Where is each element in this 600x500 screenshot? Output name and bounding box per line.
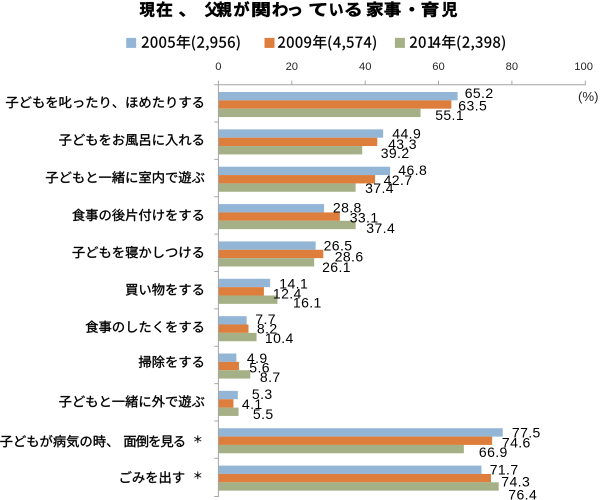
svg-text:46.8: 46.8 xyxy=(398,162,427,178)
svg-text:4.9: 4.9 xyxy=(247,350,268,366)
svg-text:20: 20 xyxy=(286,61,298,73)
svg-text:60: 60 xyxy=(432,61,444,73)
svg-text:74.6: 74.6 xyxy=(502,434,531,450)
svg-text:10.4: 10.4 xyxy=(265,330,294,346)
svg-text:26.1: 26.1 xyxy=(322,259,351,275)
svg-text:(%): (%) xyxy=(578,89,599,104)
svg-text:44.9: 44.9 xyxy=(392,126,421,142)
svg-text:65.2: 65.2 xyxy=(465,85,494,101)
svg-text:5.3: 5.3 xyxy=(252,386,273,402)
svg-text:33.1: 33.1 xyxy=(350,209,379,225)
svg-text:8.7: 8.7 xyxy=(260,369,281,385)
svg-text:66.9: 66.9 xyxy=(479,444,508,460)
svg-text:71.7: 71.7 xyxy=(490,461,519,477)
svg-text:16.1: 16.1 xyxy=(293,295,322,311)
svg-text:12.4: 12.4 xyxy=(273,285,302,301)
svg-text:55.1: 55.1 xyxy=(435,107,464,123)
svg-text:26.5: 26.5 xyxy=(324,237,353,253)
svg-text:28.8: 28.8 xyxy=(333,199,362,215)
svg-text:0: 0 xyxy=(215,61,221,73)
svg-text:4.1: 4.1 xyxy=(242,396,263,412)
svg-text:28.6: 28.6 xyxy=(335,248,364,264)
svg-text:43.3: 43.3 xyxy=(388,136,417,152)
svg-text:100: 100 xyxy=(574,61,593,73)
svg-text:76.4: 76.4 xyxy=(508,486,537,500)
svg-text:39.2: 39.2 xyxy=(381,145,410,161)
svg-text:37.4: 37.4 xyxy=(365,180,394,196)
svg-text:74.3: 74.3 xyxy=(501,474,530,490)
svg-text:42.7: 42.7 xyxy=(384,172,413,188)
svg-text:40: 40 xyxy=(359,61,371,73)
svg-text:7.7: 7.7 xyxy=(255,311,276,327)
svg-text:37.4: 37.4 xyxy=(366,220,395,236)
svg-text:5.6: 5.6 xyxy=(249,360,270,376)
svg-text:63.5: 63.5 xyxy=(458,97,487,113)
svg-text:5.5: 5.5 xyxy=(253,406,274,422)
svg-text:8.2: 8.2 xyxy=(257,321,278,337)
svg-text:77.5: 77.5 xyxy=(512,425,541,441)
svg-text:80: 80 xyxy=(506,61,518,73)
svg-text:14.1: 14.1 xyxy=(279,276,308,292)
